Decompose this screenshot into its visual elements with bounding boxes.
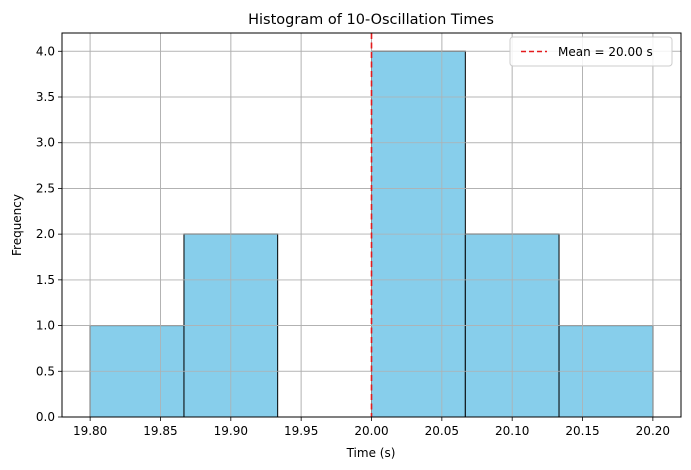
- y-tick-label: 1.5: [36, 273, 55, 287]
- tick-labels: 19.80 19.85 19.90 19.95 20.00 20.05 20.10 20.15…: [36, 44, 670, 438]
- histogram-bars: [62, 33, 681, 418]
- x-tick-label: 19.80: [73, 424, 107, 438]
- y-tick-label: 3.5: [36, 90, 55, 104]
- x-tick-label: 20.00: [354, 424, 388, 438]
- x-tick-label: 20.10: [495, 424, 529, 438]
- y-tick-label: 2.0: [36, 227, 55, 241]
- y-tick-label: 1.0: [36, 319, 55, 333]
- y-tick-label: 3.0: [36, 136, 55, 150]
- x-tick-label: 19.90: [214, 424, 248, 438]
- y-tick-label: 0.0: [36, 410, 55, 424]
- x-tick-label: 20.15: [565, 424, 599, 438]
- x-tick-label: 19.85: [143, 424, 177, 438]
- y-tick-label: 0.5: [36, 364, 55, 378]
- legend-label-mean: Mean = 20.00 s: [558, 45, 653, 59]
- y-tick-label: 2.5: [36, 181, 55, 195]
- y-tick-label: 4.0: [36, 44, 55, 58]
- plot-frame: [61, 32, 682, 418]
- x-axis-label: Time (s): [346, 446, 396, 460]
- legend: Mean = 20.00 s: [509, 36, 673, 67]
- x-tick-label: 20.20: [636, 424, 670, 438]
- legend-box: [509, 36, 673, 67]
- axes: [58, 32, 682, 421]
- y-axis-label: Frequency: [10, 194, 24, 256]
- chart-title: Histogram of 10-Oscillation Times: [248, 12, 494, 28]
- x-tick-label: 20.05: [425, 424, 459, 438]
- x-tick-label: 19.95: [284, 424, 318, 438]
